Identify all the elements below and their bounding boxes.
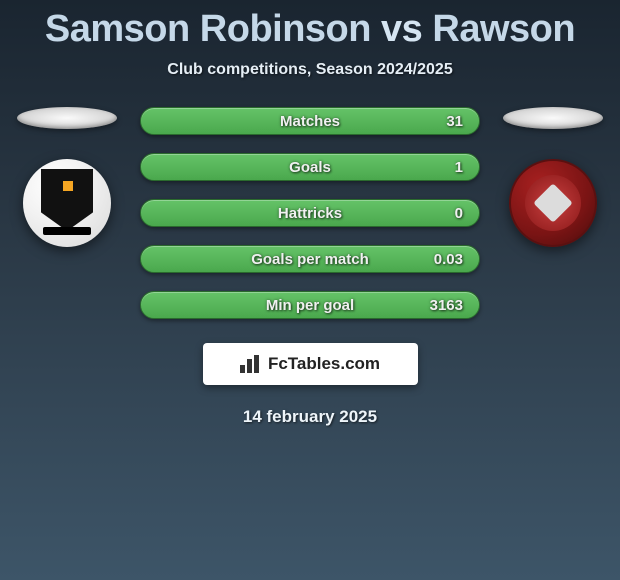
player1-name: Samson Robinson bbox=[45, 8, 371, 50]
player1-pedestal bbox=[17, 107, 117, 129]
bar-chart-icon bbox=[240, 355, 262, 373]
player2-name: Rawson bbox=[432, 8, 575, 50]
branding-badge[interactable]: FcTables.com bbox=[203, 343, 418, 385]
stat-row-goals: Goals 1 bbox=[140, 153, 480, 181]
stat-label: Goals per match bbox=[251, 251, 369, 268]
crest-left-ribbon-icon bbox=[43, 227, 91, 235]
stat-label: Hattricks bbox=[278, 205, 342, 222]
left-side bbox=[12, 107, 122, 247]
stat-label: Matches bbox=[280, 113, 340, 130]
stats-panel: Matches 31 Goals 1 Hattricks 0 Goals per… bbox=[140, 107, 480, 319]
stat-row-matches: Matches 31 bbox=[140, 107, 480, 135]
stat-row-min-per-goal: Min per goal 3163 bbox=[140, 291, 480, 319]
date-label: 14 february 2025 bbox=[0, 407, 620, 427]
stat-label: Min per goal bbox=[266, 297, 354, 314]
club-crest-right bbox=[509, 159, 597, 247]
crest-right-inner-icon bbox=[533, 183, 573, 223]
brand-text: FcTables.com bbox=[268, 354, 380, 374]
stat-value: 0 bbox=[455, 205, 463, 222]
stat-value: 31 bbox=[446, 113, 463, 130]
player2-pedestal bbox=[503, 107, 603, 129]
content-area: Matches 31 Goals 1 Hattricks 0 Goals per… bbox=[0, 107, 620, 319]
stat-value: 3163 bbox=[430, 297, 463, 314]
stat-value: 1 bbox=[455, 159, 463, 176]
stat-label: Goals bbox=[289, 159, 331, 176]
crest-left-accent-icon bbox=[63, 181, 73, 191]
comparison-title: Samson Robinson vs Rawson bbox=[0, 0, 620, 51]
club-crest-left bbox=[23, 159, 111, 247]
right-side bbox=[498, 107, 608, 247]
stat-row-goals-per-match: Goals per match 0.03 bbox=[140, 245, 480, 273]
subtitle: Club competitions, Season 2024/2025 bbox=[0, 61, 620, 79]
stat-value: 0.03 bbox=[434, 251, 463, 268]
stat-row-hattricks: Hattricks 0 bbox=[140, 199, 480, 227]
vs-label: vs bbox=[381, 8, 422, 50]
